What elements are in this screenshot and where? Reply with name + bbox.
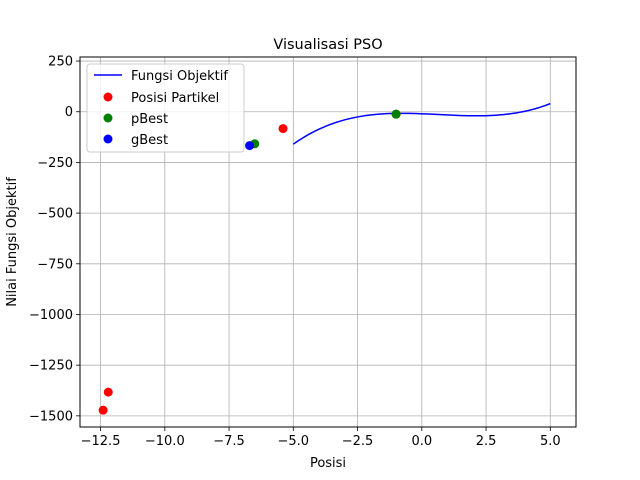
legend-marker-gbest [103,134,113,144]
x-tick-label: 2.5 [476,434,497,449]
legend: Fungsi Objektif Posisi Partikel pBest gB… [86,63,245,153]
y-tick-label: −1500 [29,409,73,424]
y-tick-label: −1250 [29,359,73,374]
legend-label-fungsi-objektif: Fungsi Objektif [131,69,228,84]
point-pbest [391,109,401,119]
x-axis-title: Posisi [310,456,346,471]
legend-marker-posisi-partikel [103,92,113,102]
x-tick-label: −10.0 [145,434,185,449]
plot-frame [79,56,577,428]
y-axis-title: Nilai Fungsi Objektif [5,177,20,307]
x-tick-label: 5.0 [540,434,561,449]
point-gbest [245,141,255,151]
x-tick-label: 0.0 [411,434,432,449]
point-posisi-partikel [103,387,113,397]
chart-title: Visualisasi PSO [273,37,382,53]
legend-label-pbest: pBest [131,112,168,127]
y-tick-label: −500 [37,207,73,222]
y-tick-label: 0 [65,105,73,120]
point-posisi-partikel [98,405,108,415]
y-tick-label: −1000 [29,308,73,323]
x-tick-label: −5.0 [278,434,310,449]
legend-label-posisi-partikel: Posisi Partikel [131,91,219,106]
legend-label-gbest: gBest [131,133,168,148]
x-tick-label: −12.5 [81,434,121,449]
y-tick-label: 250 [48,55,73,70]
plot-series [98,102,551,415]
x-tick-label: −2.5 [342,434,374,449]
axes: −12.5 −10.0 −7.5 −5.0 −2.5 0.0 2.5 5.0 250 0 −250 −… [29,55,561,449]
legend-frame [86,63,245,153]
y-tick-label: −750 [37,257,73,272]
x-tick-label: −7.5 [213,434,245,449]
series-line-fungsi-objektif [292,102,551,145]
legend-marker-pbest [103,113,113,123]
y-tick-label: −250 [37,156,73,171]
point-posisi-partikel [278,124,288,134]
